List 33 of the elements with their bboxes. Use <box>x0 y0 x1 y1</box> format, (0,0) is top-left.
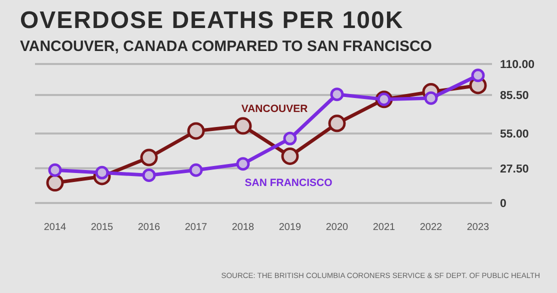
point <box>140 148 158 166</box>
point <box>187 122 205 140</box>
point <box>142 168 156 182</box>
point <box>283 132 297 146</box>
y-tick-label: 110.00 <box>500 59 535 72</box>
x-tick-label: 2017 <box>184 222 208 233</box>
point <box>281 147 299 165</box>
series-label: SAN FRANCISCO <box>244 177 332 189</box>
x-tick-label: 2015 <box>90 222 114 233</box>
point <box>234 117 252 135</box>
point <box>330 88 344 102</box>
point <box>471 68 485 82</box>
x-tick-label: 2016 <box>138 222 161 233</box>
y-tick-label: 27.50 <box>500 163 529 176</box>
chart-title: OVERDOSE DEATHS PER 100K <box>20 7 404 34</box>
series-label: VANCOUVER <box>241 103 308 115</box>
chart-subtitle: VANCOUVER, CANADA COMPARED TO SAN FRANCISCO <box>20 38 432 55</box>
x-tick-label: 2014 <box>44 222 67 233</box>
y-tick-label: 55.00 <box>500 128 529 141</box>
x-tick-label: 2018 <box>232 222 255 233</box>
x-tick-label: 2019 <box>278 222 302 233</box>
point <box>424 91 438 105</box>
x-tick-label: 2023 <box>466 222 490 233</box>
point <box>328 114 346 132</box>
x-tick-label: 2021 <box>372 222 396 233</box>
point <box>48 163 62 177</box>
x-tick-label: 2022 <box>420 222 443 233</box>
point <box>189 163 203 177</box>
y-tick-label: 0 <box>500 198 506 210</box>
point <box>46 174 64 192</box>
x-tick-label: 2020 <box>326 222 349 233</box>
point <box>236 157 250 171</box>
y-tick-label: 85.50 <box>500 90 529 102</box>
